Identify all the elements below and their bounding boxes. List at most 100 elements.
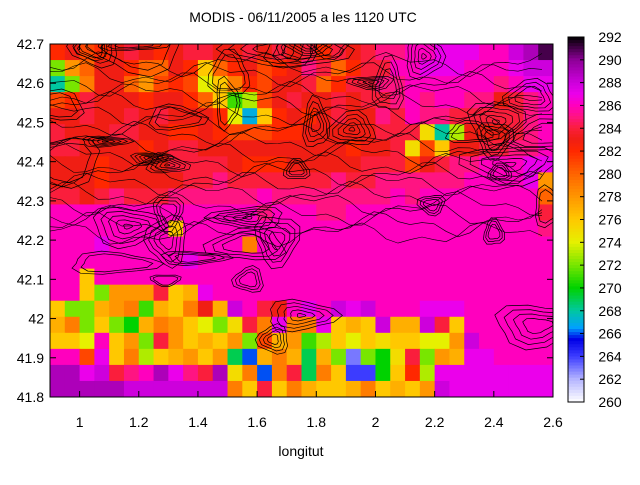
contour-line: [50, 70, 543, 97]
heatmap-cell: [301, 364, 317, 382]
colorbar-step: [568, 246, 584, 251]
colorbar-step: [568, 173, 584, 178]
contour-line: [148, 103, 210, 131]
colorbar-step: [568, 289, 584, 294]
contour-line: [332, 113, 371, 142]
heatmap-cell: [212, 268, 229, 286]
heatmap-cell: [94, 60, 110, 77]
heatmap-cell: [197, 252, 214, 270]
heatmap-cell: [123, 108, 140, 125]
heatmap-cell: [257, 348, 273, 366]
contour-line: [357, 78, 385, 88]
heatmap-cell: [419, 172, 436, 190]
heatmap-cell: [138, 316, 155, 334]
heatmap-cell: [538, 204, 553, 222]
heatmap-cell: [405, 300, 421, 318]
contour-line: [266, 333, 279, 345]
heatmap-cell: [138, 364, 155, 382]
heatmap-cell: [523, 236, 539, 254]
colorbar-step: [568, 322, 584, 327]
heatmap-cell: [375, 268, 391, 286]
colorbar-step: [568, 231, 584, 236]
colorbar-step: [568, 82, 584, 87]
heatmap-cell: [360, 140, 377, 157]
heatmap-cell: [64, 332, 81, 350]
heatmap-cell: [464, 316, 480, 334]
heatmap-cell: [375, 156, 391, 173]
heatmap-cell: [138, 284, 155, 302]
heatmap-cell: [197, 220, 214, 238]
heatmap-cell: [212, 300, 229, 318]
heatmap-cell: [360, 380, 377, 397]
heatmap-cell: [168, 284, 184, 302]
heatmap-cell: [286, 284, 303, 302]
colorbar-tick-label: 282: [598, 143, 622, 159]
heatmap-cell: [538, 108, 553, 125]
contour-line: [123, 223, 134, 230]
heatmap-cell: [434, 236, 451, 254]
heatmap-cell: [434, 332, 451, 350]
heatmap-cell: [123, 76, 140, 93]
contour-line: [234, 268, 261, 290]
heatmap-cell: [538, 268, 553, 286]
contour-line: [263, 44, 355, 68]
heatmap-cell: [183, 316, 199, 334]
heatmap-cell: [64, 252, 81, 270]
colorbar-step: [568, 79, 584, 84]
contour-line: [231, 265, 264, 293]
heatmap-cell: [79, 364, 95, 382]
contour-line: [502, 113, 553, 151]
colorbar-step: [568, 380, 584, 385]
heatmap-cell: [50, 44, 66, 61]
heatmap-cell: [64, 380, 81, 397]
heatmap-cell: [375, 108, 391, 125]
heatmap-cell: [405, 124, 421, 141]
heatmap-cell: [79, 236, 95, 254]
heatmap-cell: [360, 108, 377, 125]
contour-line: [107, 215, 152, 240]
heatmap-cell: [242, 92, 258, 109]
colorbar-step: [568, 122, 584, 126]
heatmap-cell: [316, 156, 332, 173]
heatmap-cell: [464, 364, 480, 382]
contour-line: [502, 77, 553, 112]
heatmap-cell: [94, 172, 110, 190]
heatmap-cell: [257, 92, 273, 109]
heatmap-cell: [168, 364, 184, 382]
contour-line: [351, 77, 390, 89]
heatmap-cell: [212, 284, 229, 302]
heatmap-cell: [64, 348, 81, 366]
colorbar: 292 290 288 286 284 282 280 278 276 274 272 270 268 2…: [567, 29, 622, 410]
y-tick-label: 42.5: [17, 114, 44, 130]
heatmap-cell: [286, 268, 303, 286]
heatmap-cell: [301, 332, 317, 350]
heatmap-cell: [94, 236, 110, 254]
heatmap-cell: [316, 348, 332, 366]
heatmap-cell: [419, 252, 436, 270]
contour-line: [275, 44, 317, 64]
heatmap-cell: [538, 364, 553, 382]
heatmap-cell: [242, 380, 258, 397]
heatmap-cell: [405, 252, 421, 270]
heatmap-cell: [242, 316, 258, 334]
heatmap-cell: [316, 332, 332, 350]
heatmap-cell: [316, 300, 332, 318]
heatmap-cell: [479, 236, 495, 254]
colorbar-step: [568, 61, 584, 65]
heatmap-cell: [464, 380, 480, 397]
heatmap-cell: [464, 268, 480, 286]
heatmap-cell: [405, 268, 421, 286]
heatmap-cell: [390, 44, 406, 61]
contour-line: [152, 275, 179, 286]
contour-line: [305, 101, 327, 142]
contour-line: [212, 230, 278, 257]
heatmap-cell: [153, 268, 169, 286]
heatmap-cell: [360, 268, 377, 286]
contour-line: [483, 217, 505, 245]
heatmap-cell: [479, 332, 495, 350]
heatmap-cell: [464, 204, 480, 222]
y-tick-label: 41.9: [17, 350, 44, 366]
heatmap-cell: [464, 172, 480, 190]
